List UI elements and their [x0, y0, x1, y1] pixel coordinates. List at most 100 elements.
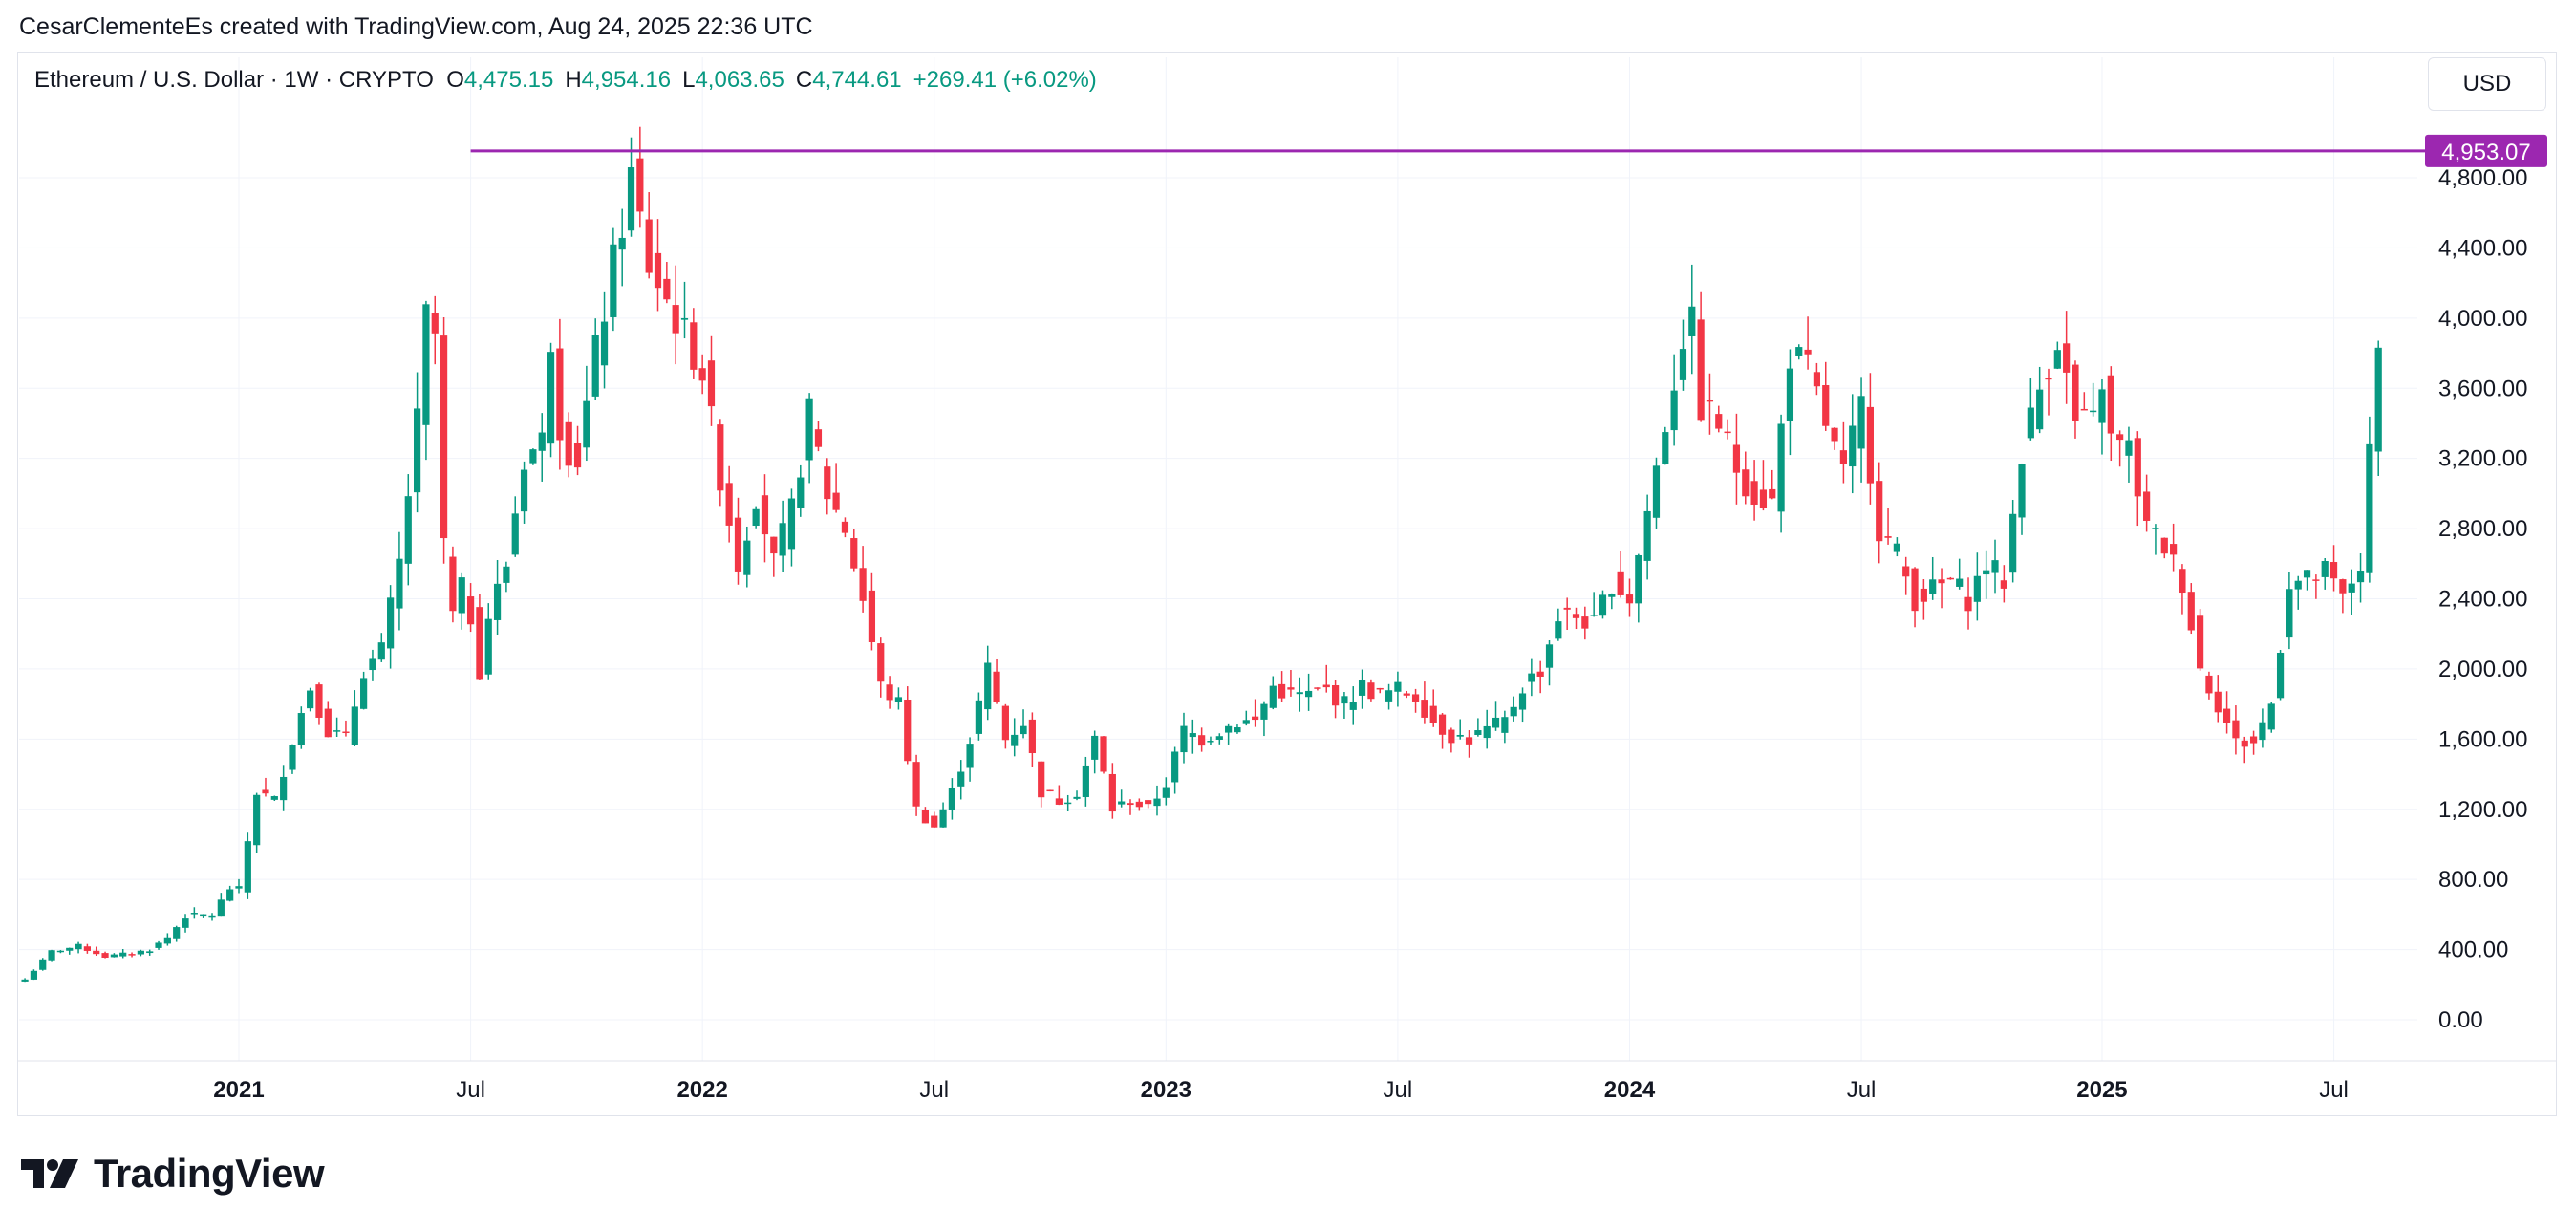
candle-body	[2303, 570, 2311, 578]
candle-body	[270, 796, 278, 800]
candle	[1296, 677, 1303, 712]
candle-body	[1617, 571, 1624, 595]
candle	[1884, 508, 1892, 545]
candle-body	[618, 237, 626, 250]
candle-body	[2366, 443, 2373, 573]
candle-body	[2080, 408, 2088, 411]
candle	[466, 583, 475, 633]
candle-body	[1688, 306, 1696, 336]
candle	[672, 265, 679, 365]
candle	[511, 496, 519, 557]
candle-body	[948, 788, 955, 810]
candle-body	[1884, 536, 1892, 538]
candle	[414, 372, 421, 513]
candle-body	[2179, 569, 2186, 594]
candle-body	[1180, 725, 1188, 753]
y-tick-label: 4,400.00	[2438, 235, 2527, 261]
y-tick-label: 800.00	[2438, 867, 2508, 893]
candle	[779, 500, 786, 572]
candle-body	[538, 432, 546, 451]
currency-selector[interactable]: USD	[2428, 57, 2546, 111]
candle-body	[2374, 347, 2382, 452]
candle-body	[1581, 616, 1589, 629]
candle	[1349, 686, 1357, 725]
candle	[1020, 709, 1027, 739]
x-tick-label: 2023	[1141, 1077, 1191, 1103]
candle	[1411, 688, 1420, 713]
candle	[2036, 366, 2044, 434]
candle	[2045, 368, 2052, 416]
candle	[315, 682, 323, 725]
candle-body	[805, 398, 813, 461]
chart-attribution: CesarClementeEs created with TradingView…	[19, 13, 813, 40]
candle-body	[2160, 537, 2168, 554]
candle	[824, 458, 831, 515]
candle	[360, 671, 368, 710]
y-tick-label: 3,200.00	[2438, 446, 2527, 472]
symbol-description[interactable]: Ethereum / U.S. Dollar · 1W · CRYPTO	[34, 67, 434, 93]
candle	[547, 342, 555, 458]
candle	[1055, 785, 1063, 806]
tradingview-brand[interactable]: TradingView	[21, 1151, 325, 1197]
candle-body	[93, 950, 100, 955]
candle	[2222, 691, 2231, 734]
candle	[1394, 671, 1402, 707]
candle	[369, 649, 376, 681]
candle-body	[921, 810, 930, 824]
y-tick-label: 1,200.00	[2438, 797, 2527, 823]
candle-body	[1608, 594, 1616, 597]
candle-body	[1777, 423, 1785, 512]
candle	[48, 949, 55, 962]
candle	[2107, 366, 2114, 462]
candle-body	[1341, 696, 1348, 704]
change-value: +269.41 (+6.02%)	[912, 67, 1097, 93]
candle-body	[342, 731, 350, 734]
candle-body	[280, 776, 288, 801]
candle-body	[1278, 683, 1286, 699]
candle-body	[1474, 730, 1482, 735]
candle-body	[1697, 319, 1705, 421]
candle	[83, 943, 91, 954]
candle	[342, 720, 350, 737]
candle-body	[1038, 761, 1045, 798]
candle-body	[2276, 652, 2285, 699]
candle	[2312, 574, 2320, 599]
candle	[1153, 785, 1161, 816]
candle-body	[556, 348, 564, 441]
candle	[1367, 679, 1375, 702]
candle-body	[1876, 481, 1883, 542]
candle-body	[1590, 615, 1598, 616]
candle-body	[1100, 736, 1107, 772]
candle-body	[1171, 751, 1179, 783]
candle	[1421, 681, 1428, 724]
candle-body	[182, 918, 189, 928]
candle-body	[146, 951, 154, 954]
candle	[1046, 789, 1054, 792]
candle	[1831, 427, 1838, 450]
candle	[2160, 537, 2168, 559]
candle-body	[1929, 579, 1937, 594]
candle-body	[2197, 616, 2204, 669]
candle-body	[770, 536, 778, 554]
candle-body	[1536, 671, 1544, 677]
candle	[1893, 537, 1900, 557]
candle	[2134, 431, 2141, 527]
candle	[1287, 669, 1295, 697]
candle-body	[636, 158, 644, 212]
candle-body	[725, 483, 733, 526]
candle-body	[2143, 491, 2151, 521]
candle-body	[1769, 488, 1776, 499]
candle-body	[894, 697, 903, 702]
candle-body	[912, 762, 920, 807]
candle-body	[244, 841, 251, 893]
candle	[931, 811, 938, 829]
candle-body	[2170, 544, 2178, 555]
candle	[1145, 800, 1152, 809]
candle-body	[1911, 568, 1919, 612]
candle-body	[1643, 510, 1651, 561]
candle-body	[1501, 717, 1509, 733]
candle	[2027, 378, 2034, 441]
candle-body	[217, 899, 225, 917]
candle-body	[333, 730, 341, 732]
